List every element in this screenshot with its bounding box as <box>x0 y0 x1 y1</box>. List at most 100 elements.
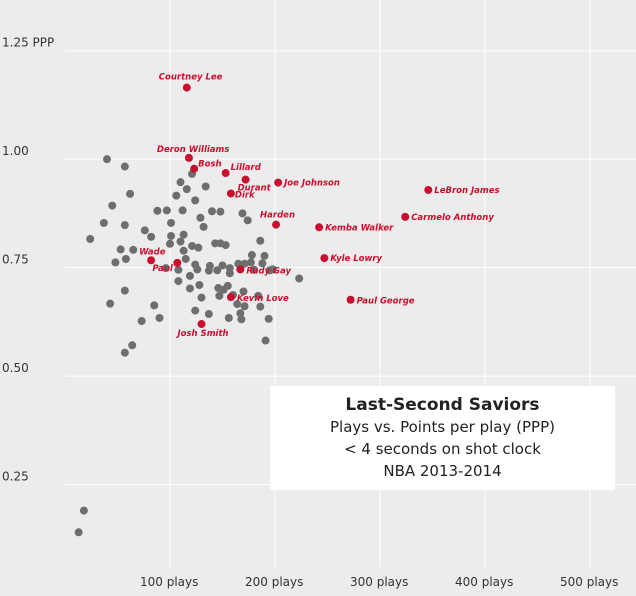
player-point <box>260 251 269 260</box>
player-point <box>176 178 185 187</box>
player-point <box>174 277 183 286</box>
highlighted-player-point <box>226 189 235 198</box>
player-label: Wade <box>139 247 166 257</box>
player-point <box>150 301 159 310</box>
player-point <box>247 251 256 260</box>
player-point <box>223 281 232 290</box>
highlighted-player-points: Courtney Lee Deron Williams Bosh Lillard Dur… <box>139 73 499 339</box>
player-point <box>172 191 181 200</box>
highlighted-player-point <box>272 220 281 229</box>
player-point <box>243 216 252 225</box>
player-point <box>250 265 258 274</box>
player-point <box>108 201 117 210</box>
player-point <box>120 348 129 357</box>
player-point <box>179 246 188 255</box>
player-point <box>185 271 194 280</box>
player-point <box>74 528 83 537</box>
player-label: Carmelo Anthony <box>411 213 494 223</box>
y-axis-ticks: 0.25 0.50 0.75 1.00 1.25 PPP <box>2 36 54 484</box>
y-tick-label: 1.00 <box>2 144 29 158</box>
player-point <box>178 206 187 215</box>
player-point <box>295 274 304 283</box>
player-label: Kemba Walker <box>325 223 394 233</box>
player-point <box>208 207 216 216</box>
player-point <box>204 310 213 319</box>
player-point <box>191 306 200 315</box>
highlighted-player-point <box>197 320 206 329</box>
player-point <box>240 302 249 311</box>
player-label: Paul George <box>357 297 415 307</box>
chart-subtitle-line-1: Plays vs. Points per play (PPP) <box>330 418 555 436</box>
player-point <box>240 259 249 268</box>
player-label: Durant <box>238 184 272 194</box>
player-label: Rudy Gay <box>246 266 291 276</box>
player-point <box>116 245 125 254</box>
player-point <box>182 185 191 194</box>
player-point <box>153 206 162 215</box>
highlighted-player-point <box>190 164 199 173</box>
player-label: Courtney Lee <box>159 73 223 83</box>
player-point <box>221 241 230 250</box>
chart-title: Last-Second Saviors <box>345 395 540 415</box>
player-point <box>120 286 129 295</box>
player-label: Dirk <box>235 190 256 200</box>
x-tick-label: 300 plays <box>350 575 408 589</box>
player-label: Josh Smith <box>176 329 229 339</box>
player-point <box>195 280 204 289</box>
player-point <box>196 213 205 222</box>
player-point <box>140 226 149 235</box>
player-label: Bosh <box>198 160 221 170</box>
highlighted-player-point <box>182 83 191 92</box>
player-point <box>181 254 190 263</box>
y-tick-label: 0.25 <box>2 470 29 484</box>
player-point <box>201 182 210 191</box>
player-point <box>126 189 135 198</box>
highlighted-player-point <box>184 153 193 162</box>
highlighted-player-point <box>173 258 182 267</box>
player-label: Kyle Lowry <box>330 254 382 264</box>
highlighted-player-point <box>346 295 355 304</box>
player-point <box>246 258 255 267</box>
player-point <box>174 265 183 274</box>
player-point <box>258 259 267 268</box>
player-point <box>167 231 176 240</box>
player-label: Kevin Love <box>237 294 289 304</box>
player-label: LeBron James <box>434 186 499 196</box>
player-point <box>188 241 197 250</box>
x-tick-label: 400 plays <box>455 575 513 589</box>
player-point <box>197 293 206 302</box>
player-point <box>218 261 227 270</box>
highlighted-player-point <box>315 223 324 232</box>
y-tick-label: 0.75 <box>2 253 29 267</box>
player-point <box>129 245 138 254</box>
player-point <box>193 265 202 274</box>
player-label: Harden <box>260 211 295 221</box>
player-point <box>79 506 88 515</box>
player-point <box>120 221 129 230</box>
player-point <box>162 206 171 215</box>
player-point <box>204 266 213 275</box>
chart-title-box: Last-Second Saviors Plays vs. Points per… <box>270 386 615 490</box>
y-tick-label: 0.50 <box>2 361 29 375</box>
highlighted-player-point <box>424 185 433 194</box>
player-point <box>261 336 270 345</box>
highlighted-player-point <box>274 178 283 187</box>
player-point <box>106 299 115 308</box>
player-point <box>199 222 208 231</box>
player-point <box>121 254 130 263</box>
highlighted-player-point <box>236 265 245 274</box>
player-point <box>128 341 137 350</box>
highlighted-player-point <box>401 212 410 221</box>
player-point <box>147 232 156 241</box>
player-point <box>166 239 174 248</box>
player-point <box>215 291 224 300</box>
player-point <box>216 207 225 216</box>
highlighted-player-point <box>320 254 329 263</box>
player-point <box>233 300 242 309</box>
player-point <box>179 230 188 239</box>
highlighted-player-point <box>226 293 235 302</box>
x-tick-label: 200 plays <box>245 575 303 589</box>
chart-subtitle-line-2: < 4 seconds on shot clock <box>344 440 541 458</box>
player-point <box>161 264 170 273</box>
